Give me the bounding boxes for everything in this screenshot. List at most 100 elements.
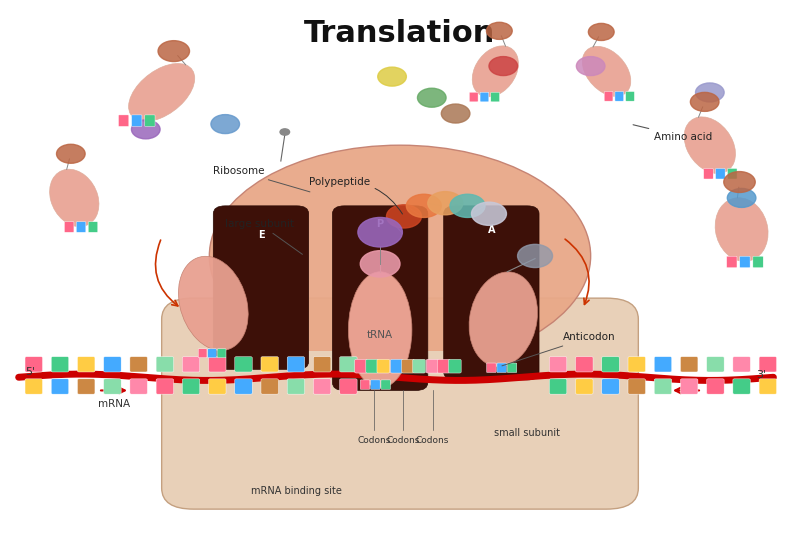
FancyBboxPatch shape: [727, 168, 737, 179]
FancyBboxPatch shape: [497, 363, 506, 373]
Circle shape: [450, 194, 485, 217]
Circle shape: [211, 115, 239, 134]
FancyBboxPatch shape: [550, 379, 567, 394]
FancyBboxPatch shape: [575, 379, 593, 394]
FancyBboxPatch shape: [413, 359, 426, 373]
FancyBboxPatch shape: [360, 380, 370, 390]
FancyBboxPatch shape: [354, 359, 367, 373]
FancyBboxPatch shape: [182, 357, 200, 372]
FancyBboxPatch shape: [340, 357, 357, 372]
Ellipse shape: [50, 169, 99, 227]
Text: small subunit: small subunit: [494, 427, 560, 438]
FancyBboxPatch shape: [104, 357, 121, 372]
FancyBboxPatch shape: [261, 379, 278, 394]
Circle shape: [588, 23, 614, 41]
FancyBboxPatch shape: [104, 379, 121, 394]
FancyBboxPatch shape: [366, 359, 378, 373]
FancyBboxPatch shape: [602, 379, 619, 394]
FancyBboxPatch shape: [377, 359, 390, 373]
Text: Translation: Translation: [304, 19, 496, 47]
Circle shape: [358, 217, 402, 247]
FancyBboxPatch shape: [602, 357, 619, 372]
FancyBboxPatch shape: [209, 379, 226, 394]
FancyBboxPatch shape: [438, 359, 450, 373]
Ellipse shape: [469, 272, 538, 367]
FancyBboxPatch shape: [88, 222, 98, 232]
Circle shape: [576, 56, 605, 76]
FancyBboxPatch shape: [733, 379, 750, 394]
Text: tRNA: tRNA: [367, 330, 394, 340]
Text: Codons: Codons: [416, 436, 450, 445]
Circle shape: [489, 56, 518, 76]
FancyBboxPatch shape: [76, 222, 86, 232]
FancyBboxPatch shape: [550, 357, 567, 372]
Text: 3': 3': [757, 369, 766, 379]
FancyBboxPatch shape: [604, 92, 613, 101]
FancyBboxPatch shape: [156, 379, 174, 394]
Circle shape: [360, 251, 400, 277]
FancyBboxPatch shape: [234, 379, 252, 394]
Circle shape: [406, 194, 442, 217]
Text: Codons: Codons: [357, 436, 390, 445]
FancyBboxPatch shape: [426, 359, 439, 373]
Ellipse shape: [129, 63, 194, 122]
Circle shape: [418, 88, 446, 107]
Circle shape: [518, 244, 553, 268]
Circle shape: [280, 129, 290, 135]
FancyBboxPatch shape: [654, 379, 672, 394]
FancyBboxPatch shape: [733, 357, 750, 372]
FancyBboxPatch shape: [25, 379, 42, 394]
FancyBboxPatch shape: [759, 379, 777, 394]
FancyBboxPatch shape: [402, 359, 414, 373]
FancyBboxPatch shape: [78, 379, 95, 394]
FancyBboxPatch shape: [210, 351, 590, 483]
Circle shape: [727, 189, 756, 207]
FancyBboxPatch shape: [370, 380, 380, 390]
Circle shape: [378, 67, 406, 86]
Ellipse shape: [715, 198, 768, 261]
FancyBboxPatch shape: [287, 357, 305, 372]
FancyBboxPatch shape: [575, 357, 593, 372]
FancyBboxPatch shape: [444, 206, 539, 380]
FancyBboxPatch shape: [182, 379, 200, 394]
Circle shape: [131, 120, 160, 139]
Ellipse shape: [582, 46, 630, 96]
FancyBboxPatch shape: [162, 298, 638, 509]
FancyBboxPatch shape: [507, 363, 517, 373]
FancyBboxPatch shape: [51, 357, 69, 372]
FancyBboxPatch shape: [715, 168, 725, 179]
Ellipse shape: [210, 145, 590, 367]
Circle shape: [158, 41, 190, 61]
FancyBboxPatch shape: [340, 379, 357, 394]
FancyBboxPatch shape: [234, 357, 252, 372]
FancyBboxPatch shape: [209, 357, 226, 372]
Text: E: E: [258, 230, 264, 240]
Circle shape: [695, 83, 724, 102]
FancyBboxPatch shape: [615, 92, 624, 101]
FancyBboxPatch shape: [287, 379, 305, 394]
FancyBboxPatch shape: [486, 363, 496, 373]
FancyBboxPatch shape: [753, 256, 763, 268]
FancyBboxPatch shape: [314, 357, 331, 372]
FancyBboxPatch shape: [704, 168, 713, 179]
FancyBboxPatch shape: [25, 357, 42, 372]
FancyBboxPatch shape: [214, 206, 309, 369]
FancyBboxPatch shape: [681, 357, 698, 372]
Ellipse shape: [472, 46, 518, 97]
Ellipse shape: [684, 117, 735, 174]
FancyBboxPatch shape: [78, 357, 95, 372]
FancyBboxPatch shape: [626, 92, 634, 101]
Text: 5': 5': [26, 367, 36, 377]
Text: Anticodon: Anticodon: [502, 333, 615, 366]
FancyBboxPatch shape: [740, 256, 750, 268]
FancyBboxPatch shape: [706, 357, 724, 372]
Circle shape: [690, 92, 719, 111]
FancyBboxPatch shape: [208, 349, 217, 358]
FancyBboxPatch shape: [490, 92, 499, 102]
Ellipse shape: [178, 256, 248, 351]
Circle shape: [724, 172, 755, 192]
Text: mRNA: mRNA: [98, 399, 130, 409]
FancyBboxPatch shape: [130, 379, 147, 394]
FancyBboxPatch shape: [218, 349, 226, 358]
Ellipse shape: [348, 272, 412, 388]
